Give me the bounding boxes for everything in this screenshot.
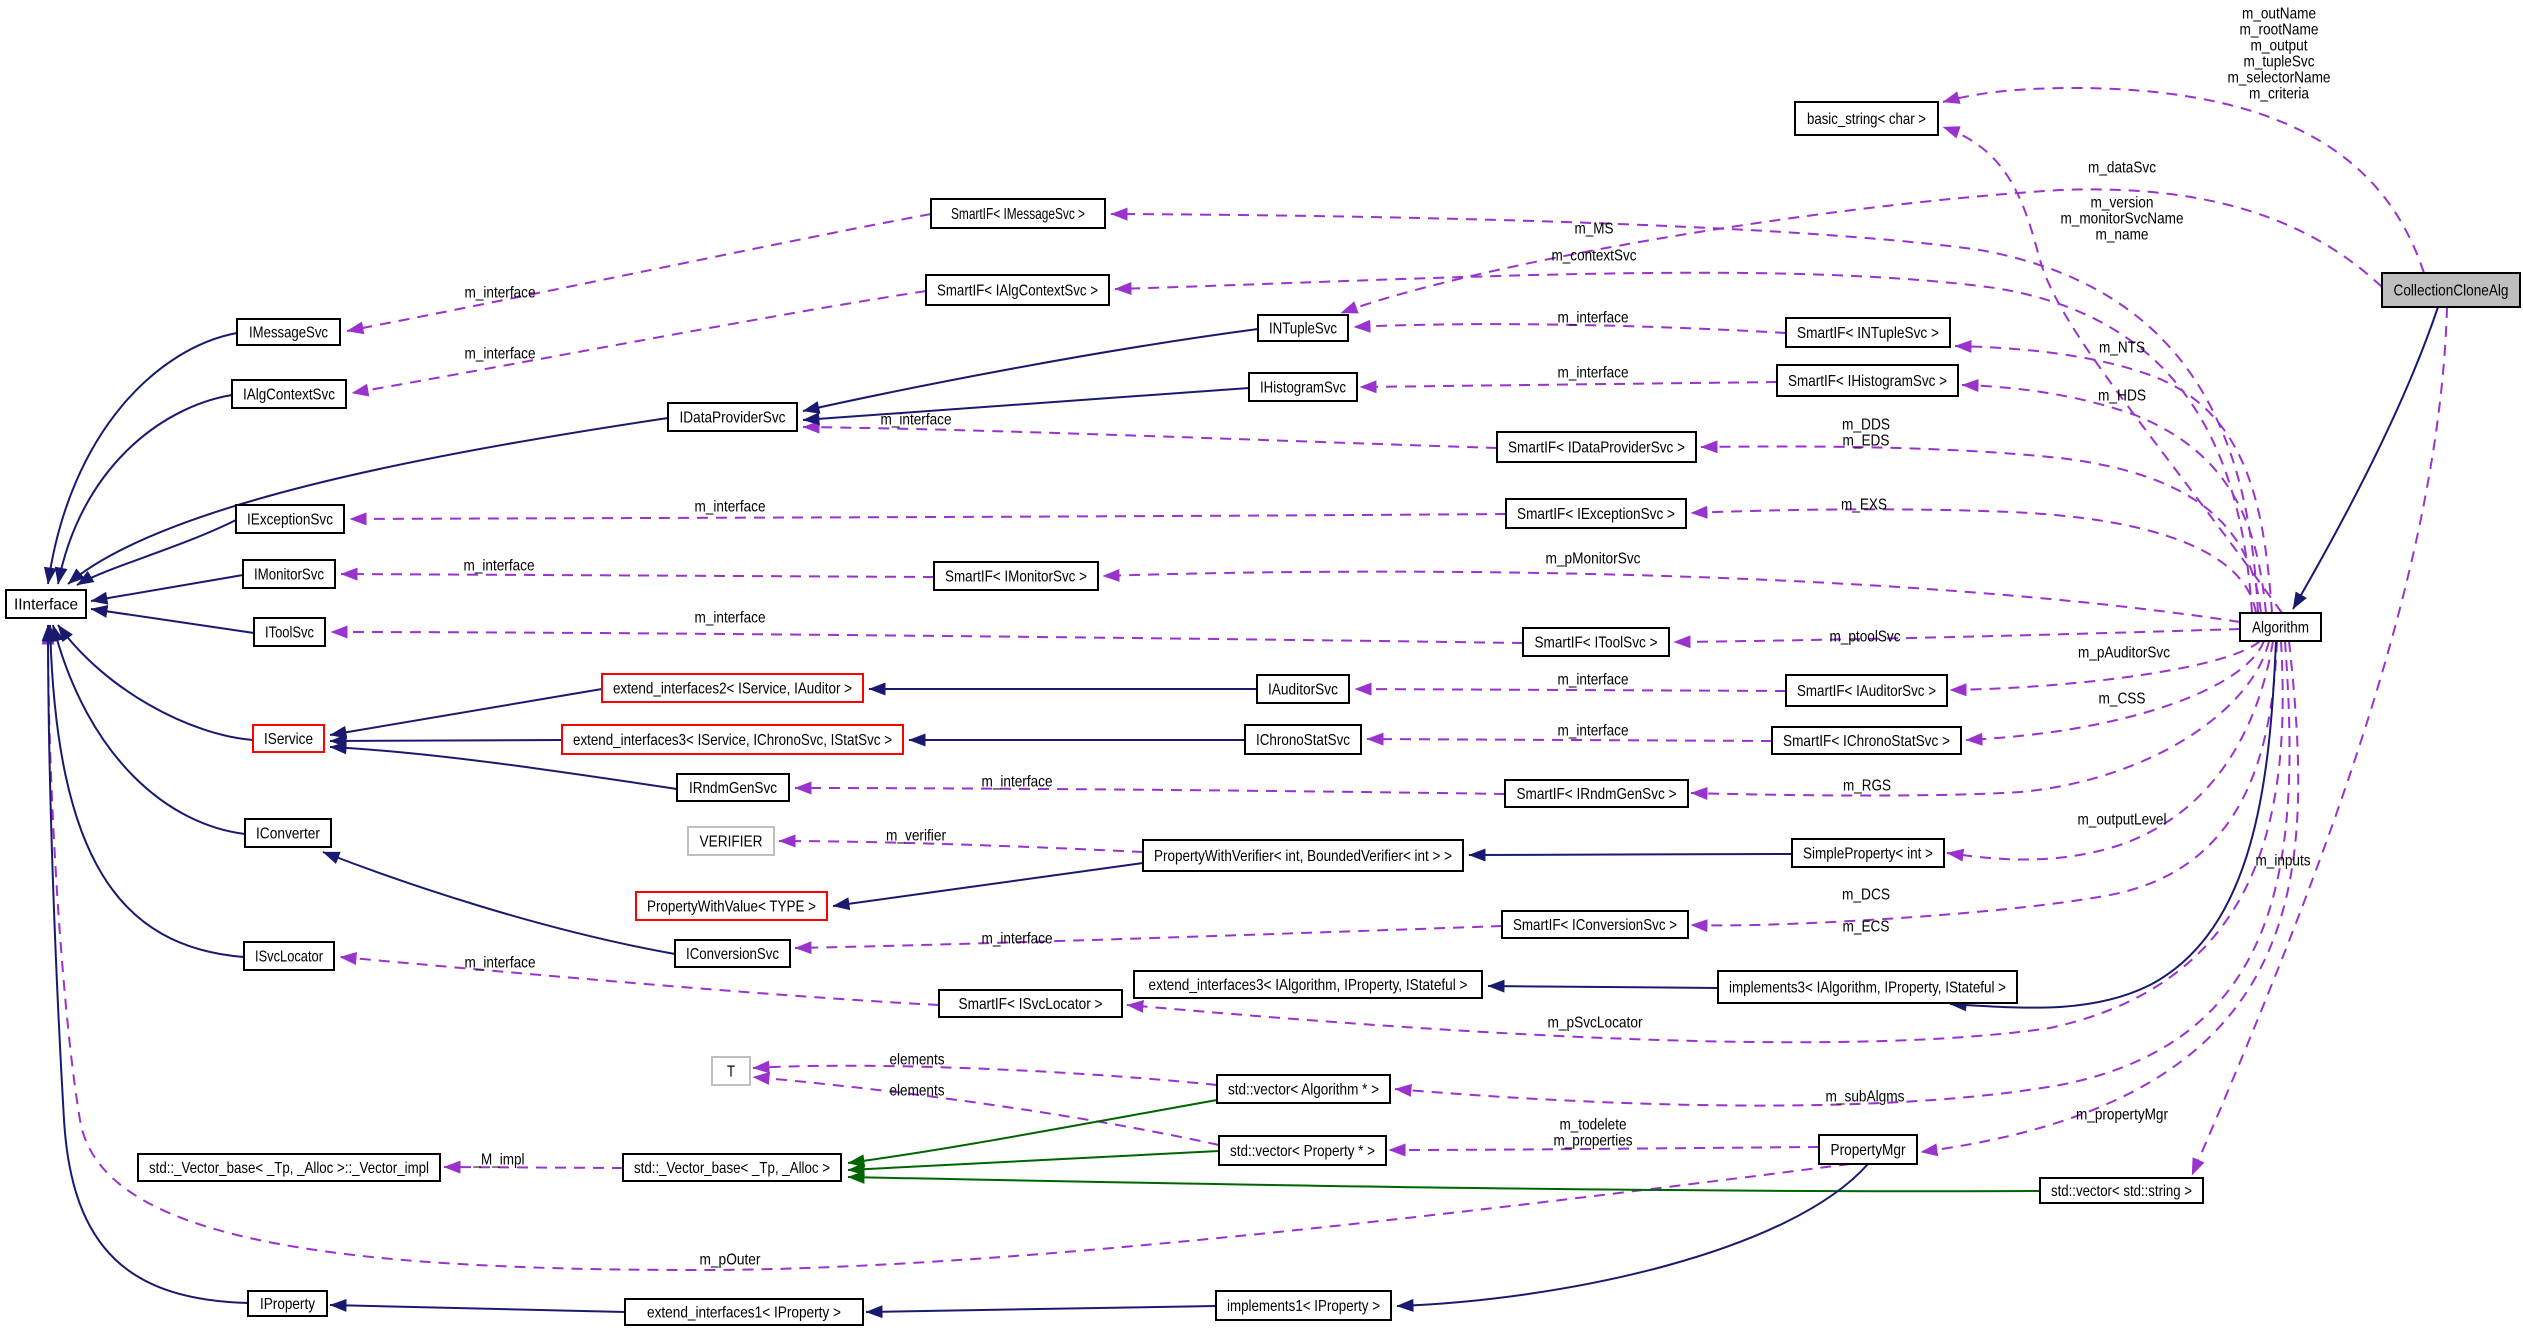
svg-text:m_contextSvc: m_contextSvc [1552,248,1637,265]
svg-text:m_interface: m_interface [465,285,536,302]
svg-text:VERIFIER: VERIFIER [700,834,763,851]
svg-text:m_pSvcLocator: m_pSvcLocator [1548,1015,1644,1032]
svg-text:IAuditorSvc: IAuditorSvc [1268,682,1338,699]
svg-text:IProperty: IProperty [260,1296,315,1313]
svg-text:m_ECS: m_ECS [1843,919,1890,936]
svg-text:implements1< IProperty >: implements1< IProperty > [1227,1298,1380,1315]
svg-text:SmartIF< IToolSvc >: SmartIF< IToolSvc > [1535,635,1658,652]
svg-text:std::_Vector_base< _Tp, _Alloc: std::_Vector_base< _Tp, _Alloc > [634,1160,830,1177]
svg-text:IInterface: IInterface [14,597,78,614]
svg-text:std::vector< Algorithm * >: std::vector< Algorithm * > [1228,1082,1379,1099]
svg-text:CollectionCloneAlg: CollectionCloneAlg [2394,283,2509,300]
svg-text:m_outputLevel: m_outputLevel [2078,812,2167,829]
svg-text:m_monitorSvcName: m_monitorSvcName [2061,211,2184,228]
svg-text:m_criteria: m_criteria [2249,86,2309,103]
svg-text:IAlgContextSvc: IAlgContextSvc [243,387,335,404]
svg-text:std::vector< Property * >: std::vector< Property * > [1230,1143,1375,1160]
svg-text:m_interface: m_interface [695,610,766,627]
svg-text:SmartIF< INTupleSvc >: SmartIF< INTupleSvc > [1797,325,1939,342]
svg-text:SmartIF< IRndmGenSvc >: SmartIF< IRndmGenSvc > [1517,786,1677,803]
svg-text:m_propertyMgr: m_propertyMgr [2076,1107,2169,1124]
svg-text:m_DDS: m_DDS [1842,417,1890,434]
svg-text:IChronoStatSvc: IChronoStatSvc [1256,732,1350,749]
svg-text:basic_string< char >: basic_string< char > [1807,111,1926,128]
svg-text:SmartIF< ISvcLocator >: SmartIF< ISvcLocator > [959,996,1103,1013]
svg-text:T: T [727,1064,735,1081]
svg-text:PropertyWithValue< TYPE >: PropertyWithValue< TYPE > [647,899,816,916]
svg-text:m_interface: m_interface [1558,365,1629,382]
svg-text:PropertyWithVerifier< int, Bou: PropertyWithVerifier< int, BoundedVerifi… [1154,848,1452,865]
svg-text:m_DCS: m_DCS [1842,887,1890,904]
svg-text:SmartIF< IDataProviderSvc >: SmartIF< IDataProviderSvc > [1508,440,1685,457]
svg-text:m_MS: m_MS [1575,221,1614,238]
svg-text:std::vector< std::string >: std::vector< std::string > [2051,1183,2192,1200]
svg-text:ISvcLocator: ISvcLocator [255,949,324,966]
svg-text:SmartIF< IConversionSvc >: SmartIF< IConversionSvc > [1513,917,1677,934]
svg-text:m_EDS: m_EDS [1843,433,1890,450]
svg-text:IDataProviderSvc: IDataProviderSvc [680,410,786,427]
svg-text:IToolSvc: IToolSvc [265,625,314,642]
svg-text:Algorithm: Algorithm [2252,620,2309,637]
svg-text:m_pMonitorSvc: m_pMonitorSvc [1546,551,1641,568]
svg-text:m_tupleSvc: m_tupleSvc [2244,54,2315,71]
svg-text:m_name: m_name [2096,227,2149,244]
svg-text:m_dataSvc: m_dataSvc [2088,160,2156,177]
svg-text:m_verifier: m_verifier [886,828,947,845]
svg-text:extend_interfaces2< IService,: extend_interfaces2< IService, IAuditor > [613,681,852,698]
svg-text:IConverter: IConverter [256,826,321,843]
svg-text:m_CSS: m_CSS [2099,691,2146,708]
svg-text:m_version: m_version [2091,195,2154,212]
svg-text:_M_impl: _M_impl [473,1152,525,1169]
svg-text:SmartIF< IHistogramSvc >: SmartIF< IHistogramSvc > [1788,373,1947,390]
svg-text:m_properties: m_properties [1554,1133,1633,1150]
svg-text:extend_interfaces3< IService,: extend_interfaces3< IService, IChronoSvc… [573,732,892,749]
svg-text:extend_interfaces1< IProperty: extend_interfaces1< IProperty > [647,1305,841,1322]
svg-text:m_pAuditorSvc: m_pAuditorSvc [2078,645,2170,662]
svg-text:IRndmGenSvc: IRndmGenSvc [689,780,777,797]
svg-text:m_interface: m_interface [1558,310,1629,327]
svg-text:m_ptoolSvc: m_ptoolSvc [1830,629,1901,646]
svg-text:m_EXS: m_EXS [1841,497,1887,514]
svg-text:m_interface: m_interface [1558,723,1629,740]
svg-text:elements: elements [890,1083,945,1100]
svg-text:elements: elements [890,1052,945,1069]
svg-text:IMonitorSvc: IMonitorSvc [254,567,324,584]
svg-text:SmartIF< IAlgContextSvc >: SmartIF< IAlgContextSvc > [937,283,1098,300]
svg-text:m_rootName: m_rootName [2240,22,2319,39]
svg-text:m_interface: m_interface [982,931,1053,948]
svg-text:m_pOuter: m_pOuter [700,1252,762,1269]
svg-text:SmartIF< IChronoStatSvc >: SmartIF< IChronoStatSvc > [1783,733,1950,750]
svg-text:m_interface: m_interface [881,412,952,429]
svg-text:m_selectorName: m_selectorName [2228,70,2331,87]
svg-text:m_interface: m_interface [465,346,536,363]
svg-text:m_outName: m_outName [2242,6,2316,23]
svg-text:m_interface: m_interface [695,499,766,516]
svg-text:INTupleSvc: INTupleSvc [1269,321,1337,338]
svg-text:m_interface: m_interface [1558,672,1629,689]
svg-text:m_HDS: m_HDS [2098,388,2146,405]
svg-text:m_subAlgms: m_subAlgms [1826,1089,1905,1106]
svg-text:IConversionSvc: IConversionSvc [686,946,779,963]
svg-text:extend_interfaces3< IAlgorithm: extend_interfaces3< IAlgorithm, IPropert… [1149,977,1468,994]
svg-text:m_RGS: m_RGS [1843,778,1891,795]
svg-text:SmartIF< IMonitorSvc >: SmartIF< IMonitorSvc > [945,569,1087,586]
svg-text:m_todelete: m_todelete [1560,1117,1627,1134]
svg-text:IMessageSvc: IMessageSvc [249,325,328,342]
svg-text:m_inputs: m_inputs [2256,853,2311,870]
svg-text:IExceptionSvc: IExceptionSvc [247,512,333,529]
svg-text:IService: IService [264,731,313,748]
svg-text:IHistogramSvc: IHistogramSvc [1260,380,1346,397]
svg-text:PropertyMgr: PropertyMgr [1831,1142,1907,1159]
svg-text:m_interface: m_interface [982,774,1053,791]
svg-text:std::_Vector_base< _Tp, _Alloc: std::_Vector_base< _Tp, _Alloc >::_Vecto… [149,1160,429,1177]
svg-text:SmartIF< IExceptionSvc >: SmartIF< IExceptionSvc > [1517,506,1675,523]
svg-text:SmartIF< IAuditorSvc >: SmartIF< IAuditorSvc > [1797,683,1936,700]
svg-text:m_interface: m_interface [464,558,535,575]
svg-text:implements3< IAlgorithm, IProp: implements3< IAlgorithm, IProperty, ISta… [1729,980,2006,997]
svg-text:m_output: m_output [2251,38,2308,55]
svg-text:m_interface: m_interface [465,955,536,972]
svg-text:SimpleProperty< int >: SimpleProperty< int > [1803,846,1933,863]
svg-text:m_NTS: m_NTS [2099,340,2145,357]
svg-text:SmartIF< IMessageSvc >: SmartIF< IMessageSvc > [951,206,1085,223]
